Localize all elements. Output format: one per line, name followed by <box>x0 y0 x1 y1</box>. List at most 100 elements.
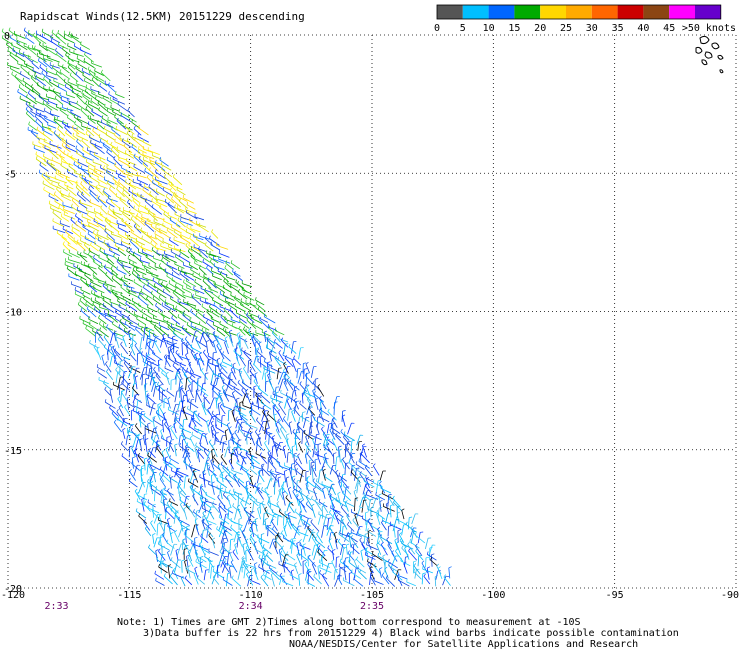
wind-barb <box>124 406 131 416</box>
wind-barb-tick <box>219 368 222 372</box>
wind-barb <box>64 264 77 270</box>
wind-barb-tick <box>258 314 260 318</box>
wind-barb <box>89 285 98 293</box>
wind-barb <box>273 387 277 398</box>
wind-barb <box>235 409 247 417</box>
wind-barb <box>95 98 106 106</box>
wind-barb <box>242 405 253 410</box>
wind-barb-tick <box>243 349 246 353</box>
wind-barb <box>207 335 214 348</box>
wind-barb-tick <box>131 143 134 148</box>
wind-barb <box>192 543 198 556</box>
wind-barb-tick <box>241 415 244 418</box>
wind-barb <box>371 525 381 532</box>
wind-barb <box>104 267 113 275</box>
wind-barb-tick <box>150 240 153 244</box>
wind-barb <box>76 135 89 142</box>
wind-barb <box>52 228 66 234</box>
wind-barb <box>96 331 104 342</box>
wind-barb-tick <box>118 207 121 211</box>
wind-barb <box>250 457 255 469</box>
wind-barb <box>294 465 298 476</box>
note-line-1: Note: 1) Times are GMT 2)Times along bot… <box>117 617 581 628</box>
wind-barb <box>104 252 115 258</box>
wind-barb <box>236 312 248 319</box>
wind-barb <box>82 189 91 197</box>
wind-barb-tick <box>251 455 255 458</box>
wind-barb <box>380 544 388 556</box>
wind-barb-tick <box>215 364 219 367</box>
wind-barb-tick <box>187 398 190 402</box>
wind-barb-tick <box>62 241 65 245</box>
wind-barb <box>366 544 379 551</box>
wind-barb <box>198 225 209 233</box>
wind-barb-tick <box>126 399 129 403</box>
wind-barb <box>134 313 144 319</box>
wind-barb-tick <box>135 375 139 378</box>
wind-barb <box>107 213 118 220</box>
wind-barb-tick <box>276 501 280 504</box>
wind-barb-tick <box>196 553 199 557</box>
wind-barb-tick <box>230 436 232 440</box>
wind-barb-tick <box>117 230 120 234</box>
wind-barb-tick <box>148 167 151 171</box>
wind-barb-tick <box>47 125 50 130</box>
wind-barb-tick <box>211 410 214 414</box>
wind-barb-tick <box>143 264 146 268</box>
wind-barb-tick <box>87 115 90 119</box>
wind-barb-tick <box>38 93 41 97</box>
wind-barb <box>22 54 33 63</box>
wind-barb <box>179 364 188 373</box>
wind-barb <box>293 399 300 410</box>
wind-barb <box>96 128 108 135</box>
wind-barb <box>115 172 126 178</box>
wind-barb-tick <box>265 344 268 348</box>
wind-barb-tick <box>122 296 124 300</box>
wind-barb <box>183 461 193 470</box>
wind-barb <box>104 220 113 228</box>
wind-barb <box>152 386 156 397</box>
wind-barb <box>156 191 165 197</box>
wind-barb <box>106 167 116 172</box>
wind-barb-tick <box>222 351 225 355</box>
wind-barb <box>306 402 311 415</box>
wind-barb-tick <box>305 501 308 505</box>
wind-barb <box>275 471 285 476</box>
wind-barb <box>151 382 155 392</box>
wind-barb-tick <box>212 387 215 391</box>
wind-barb-tick <box>311 528 315 532</box>
wind-barb <box>224 446 229 458</box>
wind-barb-tick <box>220 453 224 457</box>
wind-barb-tick <box>170 557 173 561</box>
wind-barb-tick <box>282 368 286 372</box>
wind-barb <box>221 442 224 453</box>
wind-barb-tick <box>137 453 140 456</box>
wind-barb <box>150 243 159 251</box>
wind-barb-tick <box>80 165 83 169</box>
wind-barb <box>218 297 230 305</box>
wind-barb-tick <box>353 576 356 580</box>
wind-barb-tick <box>177 217 180 221</box>
wind-barb-tick <box>133 153 136 157</box>
wind-barb-tick <box>31 87 34 91</box>
wind-barb <box>66 187 77 197</box>
wind-barb-tick <box>365 533 369 535</box>
wind-barb <box>259 454 268 464</box>
wind-barb <box>179 445 189 454</box>
wind-barb-tick <box>392 568 395 572</box>
wind-barb-tick <box>401 508 405 511</box>
wind-barb-tick <box>142 186 145 190</box>
wind-barb-tick <box>209 258 212 262</box>
wind-barb <box>98 184 108 189</box>
wind-barb <box>232 325 243 331</box>
wind-barb-tick <box>319 408 323 411</box>
wind-barb <box>219 435 223 445</box>
wind-barb <box>278 422 287 433</box>
wind-barb <box>147 424 150 434</box>
wind-barb-tick <box>136 213 139 217</box>
wind-barb <box>258 343 263 354</box>
wind-barb-tick <box>175 470 178 474</box>
wind-barb <box>363 534 366 544</box>
wind-barb-tick <box>275 427 279 431</box>
wind-barb-tick <box>207 556 211 560</box>
